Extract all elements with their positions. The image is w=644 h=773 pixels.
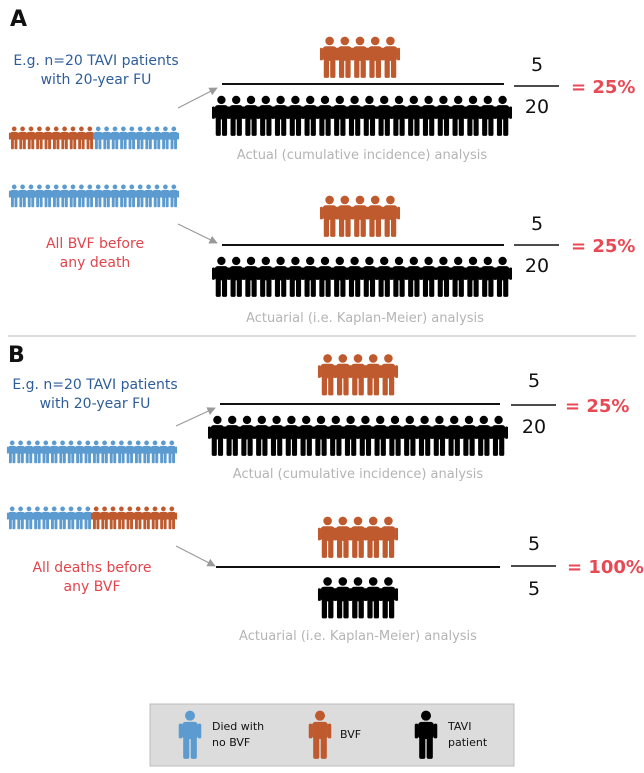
bvf-person-icon [378,354,399,396]
legend-label-bvf: BVF [340,728,361,741]
panel-b-row1-bvf-group [317,354,399,396]
panel-a-cohort-top [8,126,180,150]
panel-b-row1-tavi-group [207,415,509,456]
panel-a-row1-analysis-label: Actual (cumulative incidence) analysis [237,148,488,163]
legend-box [149,703,515,767]
panel-a-scenario-line2: any death [60,255,131,271]
tavi-patient-person-icon [489,415,509,456]
panel-b-row2-denominator: 5 [528,578,540,600]
died-no-bvf-person-icon [168,184,180,208]
panel-b-arrow-2 [175,545,216,567]
bvf-person-icon [380,36,401,78]
bvf-person-icon [378,516,399,558]
panel-b-row2-analysis-label: Actuarial (i.e. Kaplan-Meier) analysis [239,629,477,644]
panel-a-row1-tavi-group [211,95,513,136]
panel-a-cohort-bottom [8,184,180,208]
panel-b-row1-numerator: 5 [528,370,540,392]
panel-a-row1-denominator: 20 [525,96,549,118]
panel-b-row2-numerator: 5 [528,533,540,555]
panel-a-row2-numerator: 5 [531,213,543,235]
tavi-patient-person-icon [493,256,513,297]
panel-b-row1-denominator: 20 [522,416,546,438]
bvf-person-icon [380,195,401,237]
died-no-bvf-person-icon [168,126,180,150]
panel-a-row2-bvf-group [319,195,401,237]
panel-a-scenario-line1: All BVF before [46,236,144,252]
panel-a-row2-tavi-group [211,256,513,297]
panel-a-intro-line2: with 20-year FU [41,72,152,88]
legend-label-tavi-line2: patient [448,736,488,749]
panel-b-row2-result: = 100% [567,557,644,578]
panel-b-cohort-bottom [6,506,178,530]
panel-a-row1-result: = 25% [571,77,635,98]
panel-b-letter: B [8,343,25,368]
tavi-patient-person-icon [493,95,513,136]
legend-label-tavi-line1: TAVI [447,720,471,733]
bvf-person-icon [166,506,178,530]
panel-a-row2-analysis-label: Actuarial (i.e. Kaplan-Meier) analysis [246,311,484,326]
panel-a-letter: A [10,7,27,32]
legend-label-died-no-bvf-line1: Died with [212,720,264,733]
panel-a-row1-numerator: 5 [531,54,543,76]
panel-b-intro-line2: with 20-year FU [40,396,151,412]
tavi-patient-person-icon [378,577,399,619]
panel-b-intro-line1: E.g. n=20 TAVI patients [12,377,177,393]
panel-a-row2-result: = 25% [571,236,635,257]
panel-b-row1-result: = 25% [565,396,629,417]
panel-b-arrow-1 [175,407,216,427]
panel-a-intro-line1: E.g. n=20 TAVI patients [13,53,178,69]
panel-b-row2-bvf-group [317,516,399,558]
legend: Died with no BVF BVF TAVI patient [149,703,515,767]
died-no-bvf-person-icon [166,440,178,464]
panel-b-row1-analysis-label: Actual (cumulative incidence) analysis [233,467,484,482]
panel-b-row2-tavi-group [317,577,399,619]
panel-b-scenario-line1: All deaths before [32,560,151,576]
panel-a-row1-bvf-group [319,36,401,78]
panel-a-arrow-1 [177,87,218,109]
panel-b-cohort-top [6,440,178,464]
legend-label-died-no-bvf-line2: no BVF [212,736,250,749]
panel-b-scenario-line2: any BVF [64,579,121,595]
panel-a-row2-denominator: 20 [525,255,549,277]
panel-a-arrow-2 [177,223,218,244]
